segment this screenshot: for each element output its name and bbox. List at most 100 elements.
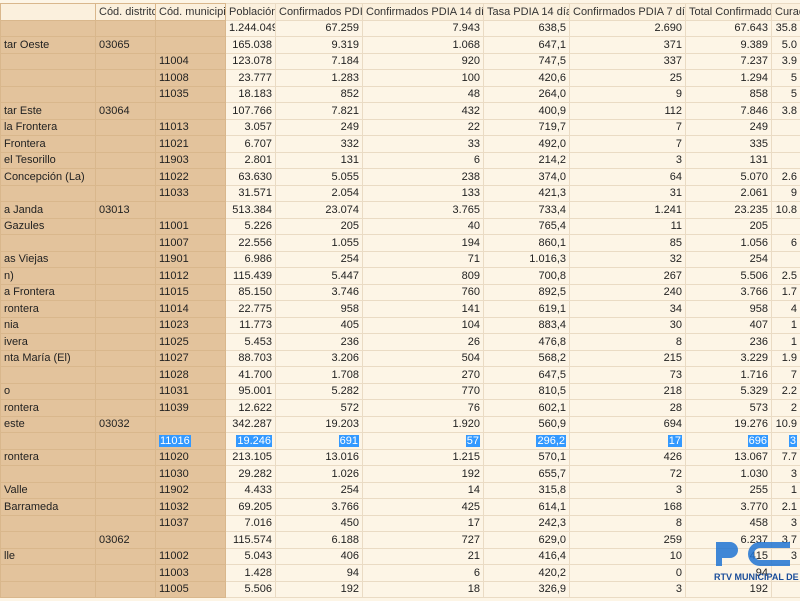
table-cell[interactable]: 1.9 (772, 350, 800, 367)
table-cell[interactable]: 18.183 (226, 86, 276, 103)
table-cell[interactable]: 560,9 (484, 416, 570, 433)
table-cell[interactable]: 5.506 (226, 581, 276, 598)
table-cell[interactable]: 3.8 (772, 103, 800, 120)
table-cell[interactable]: 11012 (156, 268, 226, 285)
table-cell[interactable] (96, 53, 156, 70)
table-cell[interactable] (96, 350, 156, 367)
table-cell[interactable] (1, 70, 96, 87)
table-cell[interactable]: 1.030 (686, 466, 772, 483)
table-cell[interactable]: Tasa PDIA 14 días (484, 4, 570, 21)
table-cell[interactable]: 920 (363, 53, 484, 70)
table-cell[interactable] (1, 532, 96, 549)
table-cell[interactable]: 3.746 (276, 284, 363, 301)
table-cell[interactable]: 7.016 (226, 515, 276, 532)
table-cell[interactable]: Total Confirmados (686, 4, 772, 21)
table-cell[interactable]: 31.571 (226, 185, 276, 202)
table-cell[interactable]: 23.074 (276, 202, 363, 219)
table-cell[interactable]: 254 (686, 251, 772, 268)
table-cell[interactable]: 1.241 (570, 202, 686, 219)
table-cell[interactable] (96, 136, 156, 153)
table-cell[interactable]: 17 (363, 515, 484, 532)
table-cell[interactable]: 11008 (156, 70, 226, 87)
table-cell[interactable] (96, 466, 156, 483)
table-cell[interactable]: 727 (363, 532, 484, 549)
table-cell[interactable] (96, 301, 156, 318)
table-cell[interactable]: rontera (1, 449, 96, 466)
table-cell[interactable]: 765,4 (484, 218, 570, 235)
table-cell[interactable]: 420,6 (484, 70, 570, 87)
table-cell[interactable]: 426 (570, 449, 686, 466)
table-cell[interactable]: 19.276 (686, 416, 772, 433)
table-cell[interactable]: 694 (570, 416, 686, 433)
table-cell[interactable]: 852 (276, 86, 363, 103)
table-cell[interactable]: 1.428 (226, 565, 276, 582)
table-cell[interactable] (1, 367, 96, 384)
table-cell[interactable]: 8 (570, 515, 686, 532)
table-cell[interactable]: 7 (570, 136, 686, 153)
table-cell[interactable]: 4.433 (226, 482, 276, 499)
table-cell[interactable]: 11001 (156, 218, 226, 235)
table-cell[interactable]: 255 (686, 482, 772, 499)
table-cell[interactable]: lle (1, 548, 96, 565)
table-cell[interactable]: 3.206 (276, 350, 363, 367)
table-cell[interactable] (96, 218, 156, 235)
table-cell[interactable]: 5.329 (686, 383, 772, 400)
table-cell[interactable]: 513.384 (226, 202, 276, 219)
table-cell[interactable]: 11004 (156, 53, 226, 70)
table-cell[interactable] (96, 119, 156, 136)
table-cell[interactable]: 11002 (156, 548, 226, 565)
table-cell[interactable]: 1.055 (276, 235, 363, 252)
table-cell[interactable]: 733,4 (484, 202, 570, 219)
table-cell[interactable]: rontera (1, 301, 96, 318)
table-cell[interactable] (772, 251, 800, 268)
table-cell[interactable] (96, 235, 156, 252)
table-cell[interactable]: 568,2 (484, 350, 570, 367)
table-cell[interactable]: 14 (363, 482, 484, 499)
table-cell[interactable]: 192 (276, 581, 363, 598)
table-cell[interactable]: 1 (772, 317, 800, 334)
table-cell[interactable]: 5.055 (276, 169, 363, 186)
table-cell[interactable]: 3 (570, 152, 686, 169)
table-cell[interactable]: 2.6 (772, 169, 800, 186)
table-cell[interactable]: 1.016,3 (484, 251, 570, 268)
table-cell[interactable]: 11023 (156, 317, 226, 334)
table-cell[interactable]: 236 (276, 334, 363, 351)
table-cell[interactable]: 31 (570, 185, 686, 202)
table-cell[interactable]: 5 (772, 86, 800, 103)
table-cell[interactable]: 371 (570, 37, 686, 54)
table-cell[interactable]: 29.282 (226, 466, 276, 483)
table-cell[interactable]: 5.070 (686, 169, 772, 186)
table-cell[interactable]: Población (226, 4, 276, 21)
table-cell[interactable]: 647,5 (484, 367, 570, 384)
table-cell[interactable] (96, 548, 156, 565)
table-cell[interactable]: 104 (363, 317, 484, 334)
table-cell[interactable]: 11 (570, 218, 686, 235)
table-cell[interactable]: 264,0 (484, 86, 570, 103)
table-cell[interactable]: 11014 (156, 301, 226, 318)
table-cell[interactable]: 63.630 (226, 169, 276, 186)
table-cell[interactable]: 9.319 (276, 37, 363, 54)
table-cell[interactable] (96, 367, 156, 384)
table-cell[interactable]: 11032 (156, 499, 226, 516)
table-cell[interactable]: 03064 (96, 103, 156, 120)
table-cell[interactable] (156, 532, 226, 549)
table-cell[interactable]: 11901 (156, 251, 226, 268)
table-cell[interactable]: Gazules (1, 218, 96, 235)
table-cell[interactable]: 5.226 (226, 218, 276, 235)
table-cell[interactable]: ivera (1, 334, 96, 351)
table-cell[interactable]: 619,1 (484, 301, 570, 318)
table-cell[interactable]: 67.259 (276, 20, 363, 37)
table-cell[interactable]: 165.038 (226, 37, 276, 54)
table-cell[interactable] (772, 119, 800, 136)
table-cell[interactable]: 810,5 (484, 383, 570, 400)
table-cell[interactable]: 6.986 (226, 251, 276, 268)
table-cell[interactable]: 19.246 (226, 433, 276, 450)
table-cell[interactable]: 1.068 (363, 37, 484, 54)
table-cell[interactable]: 3.229 (686, 350, 772, 367)
table-cell[interactable]: 03065 (96, 37, 156, 54)
table-cell[interactable]: 76 (363, 400, 484, 417)
table-cell[interactable]: 406 (276, 548, 363, 565)
table-cell[interactable]: 10.9 (772, 416, 800, 433)
table-cell[interactable]: 28 (570, 400, 686, 417)
table-cell[interactable] (96, 482, 156, 499)
